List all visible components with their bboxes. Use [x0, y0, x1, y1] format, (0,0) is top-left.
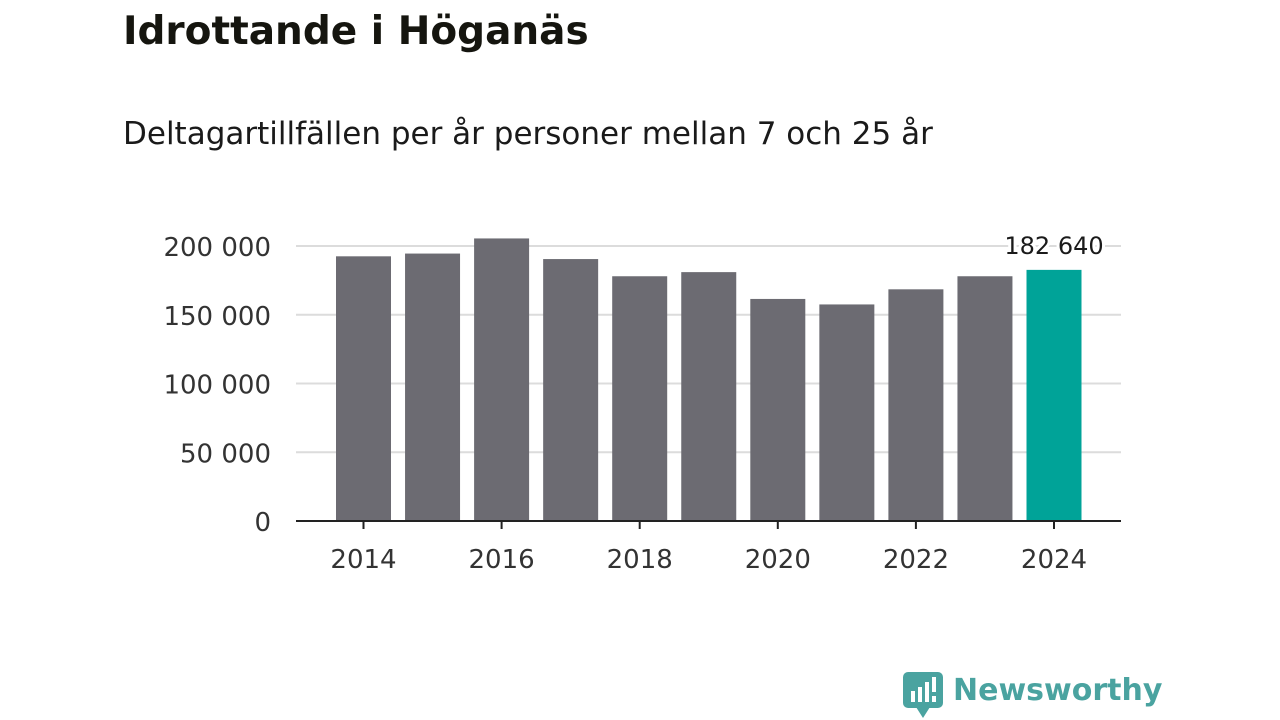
bar-2014	[336, 256, 391, 521]
bar-2020	[750, 298, 806, 521]
bar-2015	[405, 253, 461, 521]
bar-2018	[612, 276, 668, 521]
bar-2024	[1026, 269, 1082, 521]
x-tick-label: 2018	[607, 545, 673, 575]
y-tick-label: 50 000	[180, 439, 271, 469]
bar-2016	[474, 238, 530, 521]
bar-2022	[888, 289, 944, 521]
bar-2017	[543, 259, 599, 521]
chart-title: Idrottande i Höganäs	[123, 9, 589, 54]
bar-2023	[957, 276, 1013, 521]
bar-2021	[819, 304, 875, 521]
bar-2019	[681, 272, 737, 521]
bars	[336, 238, 1082, 521]
x-tick-label: 2016	[469, 545, 535, 575]
x-tick-label: 2024	[1021, 545, 1087, 575]
y-tick-label: 150 000	[163, 302, 271, 332]
chart-subtitle: Deltagartillfällen per år personer mella…	[123, 116, 933, 152]
x-tick-label: 2014	[330, 545, 396, 575]
x-tick-label: 2020	[745, 545, 811, 575]
x-axis	[296, 520, 1121, 529]
x-axis-tick-labels: 2014 2016 2018 2020 2022 2024	[330, 545, 1087, 575]
data-labels: 182 640	[1001, 229, 1106, 263]
y-axis-tick-labels: 0 50 000 100 000 150 000 200 000	[163, 233, 271, 538]
newsworthy-logo-icon	[903, 672, 943, 718]
y-tick-label: 100 000	[163, 371, 271, 401]
x-tick-label: 2022	[883, 545, 949, 575]
y-tick-label: 200 000	[163, 233, 271, 263]
newsworthy-brand: Newsworthy	[903, 670, 1162, 720]
y-tick-label: 0	[254, 508, 271, 538]
brand-name: Newsworthy	[953, 673, 1163, 708]
highlight-data-label: 182 640	[1004, 232, 1103, 260]
